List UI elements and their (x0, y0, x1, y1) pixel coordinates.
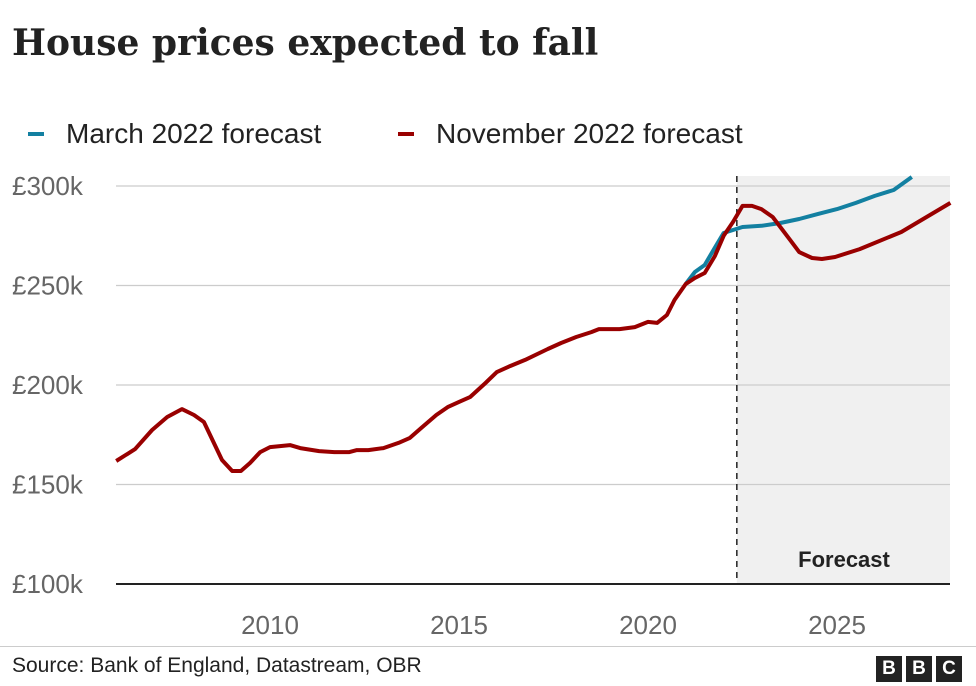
logo-letter: C (936, 656, 962, 682)
series-line-march-2022 (684, 175, 913, 286)
legend-item-march: March 2022 forecast (28, 118, 321, 150)
y-tick-label: £250k (12, 271, 84, 301)
source-note: Source: Bank of England, Datastream, OBR (12, 654, 422, 677)
legend-label: March 2022 forecast (66, 118, 322, 149)
chart-title: House prices expected to fall (12, 22, 599, 64)
x-tick-label: 2010 (241, 610, 299, 640)
logo-letter: B (876, 656, 902, 682)
chart-plot: £100k £150k £200k £250k £300k 2010 2015 2020 202… (12, 171, 952, 640)
x-tick-label: 2025 (808, 610, 866, 640)
y-tick-label: £100k (12, 569, 84, 599)
x-tick-label: 2015 (430, 610, 488, 640)
forecast-region (736, 176, 950, 584)
legend-swatch (398, 132, 414, 136)
series-line-november-2022 (115, 201, 952, 473)
x-tick-label: 2020 (619, 610, 677, 640)
footer-divider (0, 646, 976, 647)
forecast-label: Forecast (798, 547, 890, 572)
legend-item-november: November 2022 forecast (398, 118, 743, 150)
logo-letter: B (906, 656, 932, 682)
y-tick-label: £300k (12, 171, 84, 201)
legend-swatch (28, 132, 44, 136)
legend-label: November 2022 forecast (436, 118, 743, 149)
y-tick-label: £200k (12, 370, 84, 400)
y-tick-label: £150k (12, 470, 84, 500)
